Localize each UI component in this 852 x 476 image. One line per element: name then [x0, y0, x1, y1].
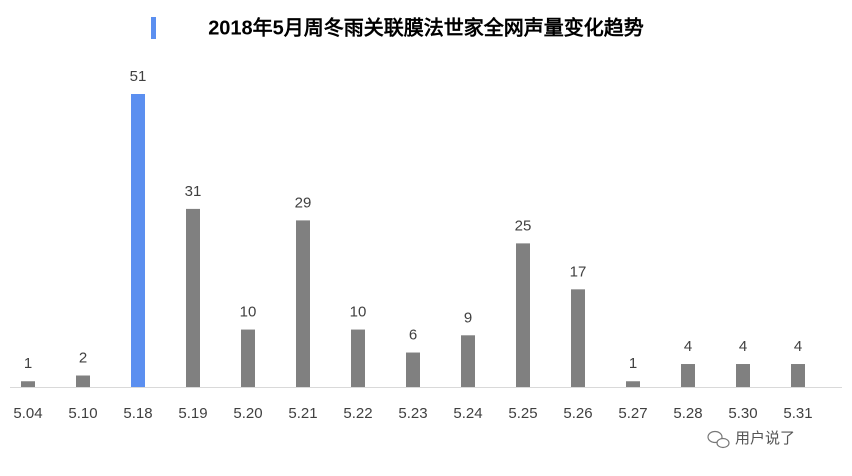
- value-label: 1: [24, 355, 32, 372]
- value-label: 9: [464, 309, 472, 326]
- bar: [21, 381, 35, 387]
- bar: [461, 335, 475, 387]
- title-marker: [151, 17, 156, 39]
- x-tick-label: 5.27: [618, 405, 647, 422]
- x-tick-label: 5.26: [563, 405, 592, 422]
- watermark-icon: [707, 430, 730, 449]
- value-label: 1: [629, 355, 637, 372]
- bar: [351, 329, 365, 387]
- x-tick-label: 5.18: [123, 405, 152, 422]
- value-label: 10: [240, 304, 257, 321]
- x-tick-label: 5.24: [453, 405, 482, 422]
- x-tick-label: 5.20: [233, 405, 262, 422]
- value-label: 31: [185, 183, 202, 200]
- value-label: 51: [130, 68, 147, 85]
- x-tick-label: 5.04: [13, 405, 42, 422]
- x-tick-label: 5.25: [508, 405, 537, 422]
- value-label: 17: [570, 263, 587, 280]
- bar: [626, 381, 640, 387]
- bar: [296, 220, 310, 387]
- bar: [186, 208, 200, 387]
- bar: [791, 364, 805, 387]
- x-tick-label: 5.21: [288, 405, 317, 422]
- value-label: 25: [515, 217, 532, 234]
- bar: [681, 364, 695, 387]
- value-label: 4: [794, 338, 802, 355]
- x-tick-label: 5.19: [178, 405, 207, 422]
- value-label: 29: [295, 194, 312, 211]
- bar: [241, 329, 255, 387]
- value-label: 4: [739, 338, 747, 355]
- x-tick-label: 5.22: [343, 405, 372, 422]
- bar: [76, 375, 90, 387]
- bar: [736, 364, 750, 387]
- bar: [131, 94, 145, 387]
- value-label: 2: [79, 349, 87, 366]
- value-label: 10: [350, 304, 367, 321]
- chart-title: 2018年5月周冬雨关联膜法世家全网声量变化趋势: [208, 15, 644, 39]
- x-tick-label: 5.30: [728, 405, 757, 422]
- value-label: 6: [409, 326, 417, 343]
- x-tick-label: 5.10: [68, 405, 97, 422]
- x-tick-label: 5.28: [673, 405, 702, 422]
- value-label: 4: [684, 338, 692, 355]
- bar: [516, 243, 530, 387]
- x-tick-label: 5.23: [398, 405, 427, 422]
- bar: [406, 352, 420, 387]
- x-tick-label: 5.31: [783, 405, 812, 422]
- bar: [571, 289, 585, 387]
- watermark: 用户说了: [735, 430, 795, 447]
